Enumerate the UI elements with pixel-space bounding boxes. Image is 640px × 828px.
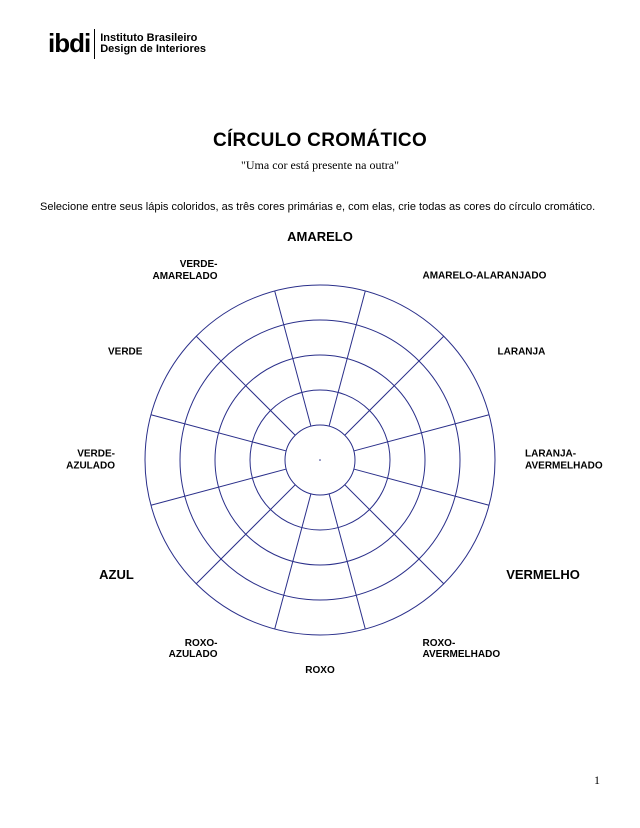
color-label: ROXO- AZULADO [169, 638, 218, 661]
color-wheel-diagram: AMARELOAMARELO-ALARANJADOLARANJALARANJA-… [0, 260, 640, 740]
page-subtitle: "Uma cor está presente na outra" [0, 158, 640, 173]
page: ibdi Instituto Brasileiro Design de Inte… [0, 0, 640, 828]
page-number: 1 [594, 773, 600, 788]
logo-mark: ibdi [48, 28, 90, 59]
color-label: AZUL [99, 568, 134, 583]
instructions-text: Selecione entre seus lápis coloridos, as… [40, 200, 600, 215]
color-label: VERMELHO [506, 568, 580, 583]
color-label: AMARELO-ALARANJADO [423, 271, 547, 283]
color-label: LARANJA [498, 346, 546, 358]
color-label: VERDE- AMARELADO [153, 259, 218, 282]
page-title: CÍRCULO CROMÁTICO [0, 130, 640, 152]
color-label: VERDE [108, 346, 142, 358]
logo-text: Instituto Brasileiro Design de Interiore… [100, 33, 206, 55]
color-label: VERDE- AZULADO [66, 449, 115, 472]
logo-line2: Design de Interiores [100, 44, 206, 55]
color-label: LARANJA- AVERMELHADO [525, 449, 603, 472]
logo-line1: Instituto Brasileiro [100, 33, 206, 44]
color-label: ROXO [305, 665, 334, 677]
logo-divider [94, 29, 95, 59]
wheel-svg [120, 260, 520, 660]
color-label: AMARELO [287, 230, 353, 245]
color-label: ROXO- AVERMELHADO [423, 638, 501, 661]
logo: ibdi Instituto Brasileiro Design de Inte… [48, 28, 206, 59]
